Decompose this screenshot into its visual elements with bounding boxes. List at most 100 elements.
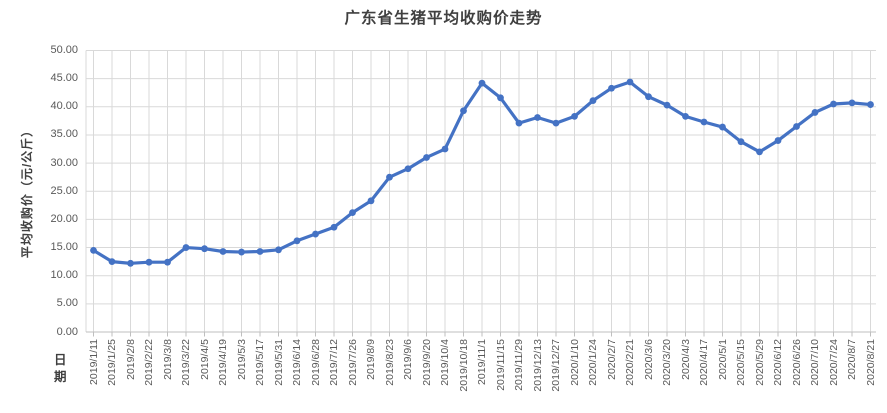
x-tick-label: 2020/5/29 bbox=[753, 339, 766, 386]
x-tick-label: 2019/5/31 bbox=[272, 339, 285, 386]
x-tick-label: 2019/6/28 bbox=[309, 339, 322, 386]
x-tick-label: 2019/7/26 bbox=[346, 339, 359, 386]
x-tick-label: 2019/3/8 bbox=[161, 339, 174, 380]
data-point-marker bbox=[830, 100, 837, 108]
data-point-marker bbox=[145, 258, 153, 266]
x-tick-label: 2019/11/15 bbox=[494, 339, 507, 391]
data-point-marker bbox=[515, 119, 523, 127]
y-tick-label: 50.00 bbox=[50, 44, 78, 56]
data-point-marker bbox=[349, 209, 356, 217]
x-tick-label: 2019/11/29 bbox=[513, 339, 525, 391]
data-point-marker bbox=[867, 101, 874, 108]
x-tick-label: 2019/9/6 bbox=[402, 339, 414, 380]
data-point-marker bbox=[719, 123, 726, 131]
x-tick-label: 2019/4/5 bbox=[198, 339, 211, 380]
x-tick-label: 2020/7/24 bbox=[827, 339, 840, 386]
data-point-marker bbox=[774, 137, 782, 144]
data-point-marker bbox=[608, 84, 615, 92]
y-tick-label: 45.00 bbox=[50, 72, 78, 85]
data-point-marker bbox=[330, 223, 338, 231]
chart-title: 广东省生猪平均收购价走势 bbox=[344, 10, 543, 27]
data-point-marker bbox=[441, 145, 449, 153]
y-tick-label: 5.00 bbox=[56, 297, 78, 310]
data-point-marker bbox=[497, 94, 504, 102]
x-tick-label: 2020/1/10 bbox=[568, 339, 581, 386]
data-point-marker bbox=[793, 123, 800, 130]
x-tick-label: 2019/5/17 bbox=[254, 339, 266, 386]
data-point-marker bbox=[127, 259, 134, 267]
data-point-marker bbox=[626, 78, 634, 86]
data-point-marker bbox=[423, 154, 430, 161]
x-tick-label: 2019/12/13 bbox=[531, 339, 544, 392]
x-tick-label: 2019/5/3 bbox=[235, 339, 248, 380]
x-tick-label: 2019/3/22 bbox=[180, 339, 192, 386]
y-tick-label: 15.00 bbox=[50, 241, 78, 254]
data-point-marker bbox=[663, 101, 671, 109]
x-tick-label: 2019/10/18 bbox=[457, 339, 470, 392]
x-tick-label: 2019/7/12 bbox=[328, 339, 340, 386]
data-point-marker bbox=[312, 230, 319, 238]
data-point-marker bbox=[478, 79, 486, 87]
x-tick-label: 2019/11/1 bbox=[476, 339, 488, 385]
y-tick-label: 25.00 bbox=[50, 184, 78, 197]
x-tick-label: 2019/2/8 bbox=[124, 339, 137, 380]
x-tick-label: 2019/8/9 bbox=[365, 339, 377, 380]
x-tick-label: 2020/6/12 bbox=[772, 339, 784, 386]
data-point-marker bbox=[552, 119, 560, 127]
y-tick-label: 30.00 bbox=[50, 156, 78, 169]
x-tick-label: 2020/4/17 bbox=[698, 339, 710, 386]
data-point-marker bbox=[811, 109, 819, 116]
data-point-marker bbox=[164, 258, 171, 266]
y-tick-label: 40.00 bbox=[50, 100, 78, 113]
data-point-marker bbox=[182, 244, 190, 251]
x-tick-label: 2020/5/15 bbox=[735, 339, 747, 386]
data-point-marker bbox=[589, 97, 597, 105]
data-point-marker bbox=[367, 197, 375, 205]
x-tick-label: 2020/3/20 bbox=[661, 339, 673, 386]
data-point-marker bbox=[293, 237, 301, 245]
data-point-marker bbox=[700, 118, 708, 126]
data-point-marker bbox=[386, 173, 393, 181]
data-point-marker bbox=[460, 107, 467, 115]
x-tick-label: 2020/1/24 bbox=[587, 339, 599, 386]
x-tick-label: 2019/6/14 bbox=[291, 339, 303, 386]
data-point-marker bbox=[201, 245, 208, 253]
data-point-marker bbox=[275, 246, 282, 254]
x-tick-label: 2019/8/23 bbox=[383, 339, 396, 386]
x-tick-label: 2019/1/25 bbox=[106, 339, 118, 386]
y-tick-label: 20.00 bbox=[50, 212, 78, 225]
data-point-marker bbox=[256, 248, 264, 255]
x-tick-label: 2020/6/26 bbox=[790, 339, 803, 386]
data-point-marker bbox=[238, 248, 245, 256]
data-point-marker bbox=[404, 165, 412, 173]
x-tick-label: 2019/1/11 bbox=[87, 339, 100, 385]
y-tick-label: 0.00 bbox=[56, 325, 78, 338]
data-point-marker bbox=[108, 258, 116, 266]
x-tick-label: 2020/2/7 bbox=[605, 339, 618, 380]
data-point-marker bbox=[571, 112, 578, 120]
x-tick-label: 2020/8/7 bbox=[846, 339, 858, 380]
data-point-marker bbox=[90, 246, 97, 254]
x-tick-label: 2020/5/1 bbox=[716, 339, 729, 380]
x-tick-label: 2020/4/3 bbox=[679, 339, 692, 380]
data-point-marker bbox=[534, 114, 541, 121]
x-tick-label: 2019/2/22 bbox=[143, 339, 155, 386]
x-tick-label: 2020/8/21 bbox=[864, 339, 877, 386]
y-tick-label: 35.00 bbox=[50, 128, 78, 141]
x-tick-label: 2019/10/4 bbox=[439, 339, 451, 386]
x-axis-title: 日期 bbox=[54, 353, 67, 384]
x-tick-label: 2020/7/10 bbox=[809, 339, 821, 386]
x-tick-label: 2020/2/21 bbox=[624, 339, 636, 386]
data-point-marker bbox=[737, 138, 745, 146]
y-tick-label: 10.00 bbox=[50, 269, 78, 282]
data-point-marker bbox=[219, 248, 227, 255]
x-tick-label: 2019/9/20 bbox=[420, 339, 433, 386]
data-point-marker bbox=[682, 112, 689, 120]
x-tick-label: 2020/3/6 bbox=[642, 339, 655, 380]
x-tick-label: 2019/12/27 bbox=[550, 339, 562, 392]
data-point-marker bbox=[756, 148, 763, 156]
data-point-marker bbox=[645, 93, 652, 101]
data-point-marker bbox=[848, 99, 856, 107]
